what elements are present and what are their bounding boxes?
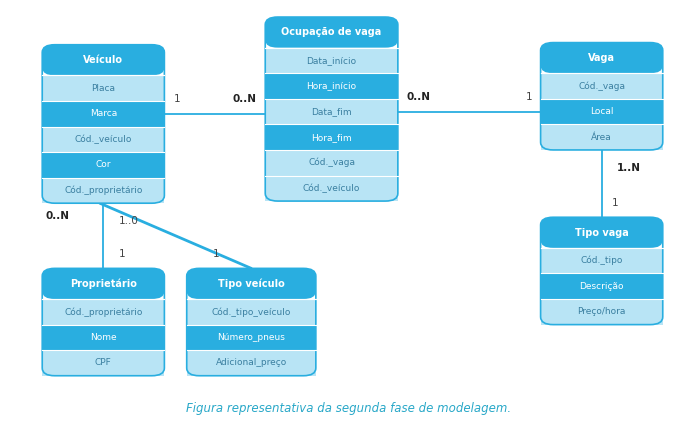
Bar xyxy=(42,178,165,203)
Bar xyxy=(540,124,662,150)
Text: 1..0: 1..0 xyxy=(119,216,138,226)
Text: Cód._veículo: Cód._veículo xyxy=(75,135,132,144)
FancyBboxPatch shape xyxy=(42,45,165,75)
Bar xyxy=(186,299,315,325)
Text: Tipo veículo: Tipo veículo xyxy=(218,279,285,289)
Text: Tipo vaga: Tipo vaga xyxy=(574,227,629,238)
Text: Data_início: Data_início xyxy=(306,56,357,65)
FancyBboxPatch shape xyxy=(42,268,165,299)
FancyBboxPatch shape xyxy=(265,17,398,48)
Bar xyxy=(265,99,398,124)
Text: Data_fim: Data_fim xyxy=(311,107,352,116)
Bar xyxy=(540,248,662,273)
Text: Cód._vaga: Cód._vaga xyxy=(308,158,355,167)
Text: Cód._tipo: Cód._tipo xyxy=(581,256,623,265)
Bar xyxy=(540,299,662,325)
Text: Nome: Nome xyxy=(90,333,117,342)
Text: Hora_fim: Hora_fim xyxy=(311,132,352,142)
Bar xyxy=(186,325,315,350)
Text: Local: Local xyxy=(590,107,614,116)
Text: 0..N: 0..N xyxy=(407,92,431,102)
Bar xyxy=(265,73,398,99)
Text: Cor: Cor xyxy=(96,160,111,170)
Text: CPF: CPF xyxy=(95,358,112,368)
Text: Hora_início: Hora_início xyxy=(306,81,357,91)
Text: Cód._veículo: Cód._veículo xyxy=(303,184,360,193)
Text: Veículo: Veículo xyxy=(83,55,124,65)
Bar xyxy=(186,350,315,376)
Text: 1..N: 1..N xyxy=(617,163,641,173)
Bar xyxy=(42,299,165,325)
Text: Preço/hora: Preço/hora xyxy=(577,307,626,317)
Text: 0..N: 0..N xyxy=(46,211,70,221)
Text: Placa: Placa xyxy=(91,83,115,93)
Text: Número_pneus: Número_pneus xyxy=(217,333,285,342)
Text: Descrição: Descrição xyxy=(579,282,624,291)
Bar xyxy=(42,101,165,127)
Bar xyxy=(42,152,165,178)
Text: 1: 1 xyxy=(119,249,125,259)
Text: Marca: Marca xyxy=(89,109,117,118)
Text: Cód._proprietário: Cód._proprietário xyxy=(64,186,142,195)
Text: Adicional_preço: Adicional_preço xyxy=(216,358,287,368)
Bar xyxy=(42,350,165,376)
Bar xyxy=(265,124,398,150)
FancyBboxPatch shape xyxy=(186,268,315,299)
Bar xyxy=(265,150,398,176)
Bar xyxy=(42,127,165,152)
Bar xyxy=(265,176,398,201)
Text: Proprietário: Proprietário xyxy=(70,279,137,289)
FancyBboxPatch shape xyxy=(540,217,662,248)
Text: Cód._proprietário: Cód._proprietário xyxy=(64,307,142,317)
Text: 1: 1 xyxy=(213,249,220,259)
Text: Cód._vaga: Cód._vaga xyxy=(578,81,625,91)
Bar xyxy=(540,73,662,99)
Bar xyxy=(540,273,662,299)
Text: Ocupação de vaga: Ocupação de vaga xyxy=(281,27,382,37)
Text: 1: 1 xyxy=(612,198,618,208)
Text: 1: 1 xyxy=(526,92,533,102)
Text: 1: 1 xyxy=(174,95,180,104)
Bar xyxy=(42,75,165,101)
Bar xyxy=(42,325,165,350)
Text: 0..N: 0..N xyxy=(232,95,256,104)
Bar xyxy=(540,99,662,124)
Bar xyxy=(265,48,398,73)
Text: Vaga: Vaga xyxy=(588,53,615,63)
Text: Área: Área xyxy=(591,132,612,142)
Text: Cód._tipo_veículo: Cód._tipo_veículo xyxy=(211,307,291,317)
Text: Figura representativa da segunda fase de modelagem.: Figura representativa da segunda fase de… xyxy=(186,403,512,415)
FancyBboxPatch shape xyxy=(540,43,662,73)
